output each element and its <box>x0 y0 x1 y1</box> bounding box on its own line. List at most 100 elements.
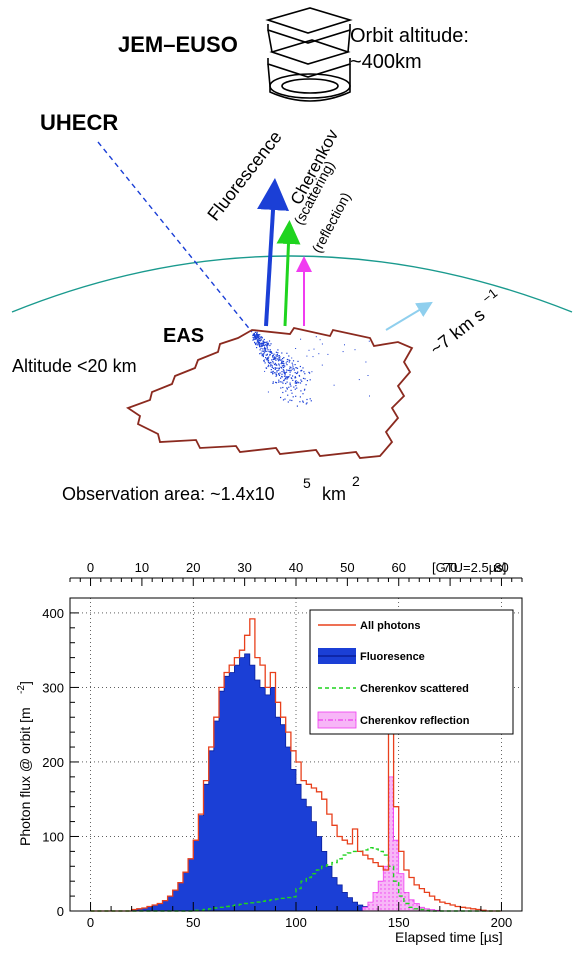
eas-dot <box>289 371 291 373</box>
eas-dot <box>295 385 297 387</box>
eas-dot <box>262 340 264 342</box>
eas-dot <box>283 371 285 373</box>
eas-dot <box>278 355 280 357</box>
eas-dot <box>283 357 285 359</box>
eas-dot <box>275 351 277 353</box>
eas-dot <box>281 376 283 378</box>
eas-dot <box>281 381 283 383</box>
eas-dot <box>277 367 279 369</box>
eas-dot <box>271 364 273 367</box>
eas-dot <box>282 391 284 394</box>
eas-dot <box>308 371 310 373</box>
eas-dot <box>255 343 257 346</box>
eas-dot <box>257 334 259 336</box>
eas-dot <box>276 353 278 356</box>
eas-dot <box>272 360 274 363</box>
eas-dot <box>260 339 262 341</box>
eas-dot <box>278 358 280 360</box>
eas-dot <box>294 377 296 379</box>
eas-dot <box>306 398 308 401</box>
eas-dot <box>271 359 273 361</box>
eas-dot <box>253 333 255 336</box>
eas-dot <box>258 341 260 343</box>
eas-dot <box>265 341 267 343</box>
eas-dot <box>292 379 294 381</box>
eas-dot <box>276 358 278 360</box>
eas-dot <box>267 364 270 366</box>
top-tick-label: 70 <box>443 560 457 575</box>
top-tick-label: 20 <box>186 560 200 575</box>
eas-dot <box>282 399 285 401</box>
eas-dot <box>272 356 274 358</box>
eas-dot <box>318 353 320 355</box>
eas-dot <box>264 347 266 349</box>
eas-dot <box>277 349 279 351</box>
eas-dot <box>284 373 286 375</box>
eas-dot <box>278 381 280 383</box>
eas-dot <box>283 369 285 371</box>
eas-dot <box>276 364 278 366</box>
eas-dot <box>267 360 269 362</box>
y-axis-label-close: ] <box>17 681 33 685</box>
eas-dot <box>265 344 267 346</box>
eas-dot <box>286 388 288 390</box>
eas-dot <box>276 355 278 357</box>
eas-dot <box>257 338 259 340</box>
eas-dot <box>275 382 278 384</box>
eas-dot <box>266 347 268 349</box>
eas-dot <box>280 387 282 389</box>
legend-cherenkov-reflection-label: Cherenkov reflection <box>360 715 470 727</box>
eas-dot <box>311 371 313 373</box>
eas-dot <box>264 344 266 346</box>
x-tick-label: 150 <box>388 915 410 930</box>
eas-dot <box>294 376 296 378</box>
eas-dot <box>263 345 265 347</box>
eas-dot <box>369 395 370 397</box>
y-tick-label: 0 <box>57 904 64 919</box>
eas-dot <box>294 380 297 382</box>
top-tick-label: 30 <box>237 560 251 575</box>
eas-dot <box>275 359 277 361</box>
eas-dot <box>263 359 265 361</box>
eas-dot <box>288 386 290 388</box>
eas-dot <box>270 343 272 345</box>
eas-dot <box>270 364 272 366</box>
top-tick-label: 50 <box>340 560 354 575</box>
eas-dot <box>253 337 255 339</box>
eas-dot <box>257 339 259 341</box>
eas-dot <box>287 376 289 379</box>
x-tick-label: 50 <box>186 915 200 930</box>
eas-dot <box>254 341 256 343</box>
eas-dot <box>276 371 278 373</box>
top-tick-label: 0 <box>87 560 94 575</box>
chart-legend: All photons Fluoresence Cherenkov scatte… <box>309 609 514 735</box>
eas-dot <box>333 384 335 386</box>
eas-dot <box>266 350 268 352</box>
eas-dot <box>368 340 370 342</box>
eas-dot <box>264 341 266 344</box>
eas-dot <box>267 342 269 344</box>
eas-dot <box>268 362 271 364</box>
eas-dot <box>265 348 267 350</box>
eas-dot <box>258 337 261 339</box>
eas-dot <box>269 365 271 367</box>
eas-dot <box>300 390 302 392</box>
eas-dot <box>327 353 329 355</box>
eas-dot <box>291 362 293 364</box>
eas-dot <box>321 343 323 345</box>
eas-dot <box>293 368 295 370</box>
observation-area-footprint <box>126 326 414 459</box>
eas-dot <box>282 382 284 384</box>
eas-dot <box>302 393 304 395</box>
jem-euso-telescope-icon <box>265 7 353 102</box>
eas-dot <box>266 344 268 346</box>
eas-dot <box>264 351 266 353</box>
eas-dot <box>283 373 286 375</box>
eas-dot <box>295 367 297 369</box>
eas-dot <box>254 335 256 337</box>
eas-dot <box>302 400 304 402</box>
eas-dot <box>292 360 295 362</box>
eas-dot <box>274 372 276 374</box>
eas-dot <box>306 402 308 404</box>
x-tick-label: 200 <box>491 915 513 930</box>
